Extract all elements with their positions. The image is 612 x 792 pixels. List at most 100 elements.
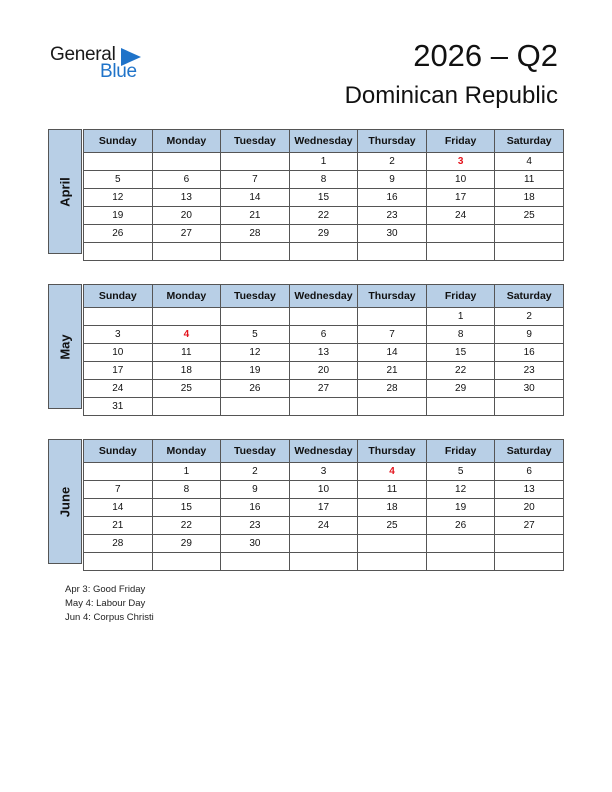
- day-cell: [357, 397, 427, 416]
- day-cell: [357, 307, 427, 326]
- logo-text-general: General: [50, 44, 116, 65]
- day-cell: 19: [220, 361, 290, 380]
- generalblue-logo: General Blue: [50, 44, 150, 84]
- day-cell: [220, 552, 290, 571]
- day-cell: [151, 397, 222, 416]
- month-name: June: [57, 486, 73, 517]
- month-calendar-table: Sunday Monday Tuesday Wednesday Thursday Frid…: [83, 284, 564, 416]
- day-cell: 13: [151, 188, 222, 207]
- weekday-header: Thursday: [357, 439, 427, 463]
- day-cell: 16: [494, 343, 564, 362]
- day-cell: 29: [288, 224, 359, 243]
- day-cell: [83, 242, 153, 261]
- day-cell: 25: [151, 379, 222, 398]
- day-cell: 14: [357, 343, 427, 362]
- day-cell: 22: [151, 516, 222, 535]
- day-cell: 18: [494, 188, 564, 207]
- weekday-header: Monday: [151, 284, 222, 308]
- day-cell: 25: [494, 206, 564, 225]
- day-cell: 22: [425, 361, 496, 380]
- day-cell: 10: [83, 343, 153, 362]
- holiday-note: Jun 4: Corpus Christi: [65, 612, 154, 624]
- day-cell: [494, 242, 564, 261]
- day-cell: 29: [151, 534, 222, 553]
- day-cell: 17: [425, 188, 496, 207]
- weekday-header: Monday: [151, 439, 222, 463]
- day-cell: [425, 224, 496, 243]
- day-cell: [494, 224, 564, 243]
- day-cell: 3: [425, 152, 496, 171]
- day-cell: 26: [83, 224, 153, 243]
- weekday-header: Sunday: [83, 129, 153, 153]
- weekday-header: Wednesday: [288, 284, 359, 308]
- day-cell: 7: [83, 480, 153, 499]
- day-cell: 7: [357, 325, 427, 344]
- weekday-header-row: Sunday Monday Tuesday Wednesday Thursday Frid…: [83, 129, 564, 153]
- day-cell: [151, 242, 222, 261]
- week-row: 5 6 7 8 9 10 11: [83, 170, 564, 189]
- day-cell: 8: [151, 480, 222, 499]
- day-cell: 5: [220, 325, 290, 344]
- day-cell: 23: [494, 361, 564, 380]
- day-cell: 30: [220, 534, 290, 553]
- day-cell: [425, 242, 496, 261]
- country-name: Dominican Republic: [344, 82, 558, 109]
- weekday-header: Thursday: [357, 129, 427, 153]
- day-cell: [151, 307, 222, 326]
- logo-text-blue: Blue: [100, 61, 137, 82]
- holiday-notes: Apr 3: Good Friday May 4: Labour Day Jun…: [65, 583, 154, 626]
- day-cell: 11: [357, 480, 427, 499]
- day-cell: 29: [425, 379, 496, 398]
- weekday-header-row: Sunday Monday Tuesday Wednesday Thursday Frid…: [83, 284, 564, 308]
- week-row: 28 29 30: [83, 534, 564, 553]
- day-cell: [288, 242, 359, 261]
- day-cell: 1: [151, 462, 222, 481]
- day-cell: 11: [151, 343, 222, 362]
- weekday-header: Friday: [425, 284, 496, 308]
- day-cell: 2: [220, 462, 290, 481]
- month-calendar-table: Sunday Monday Tuesday Wednesday Thursday Frid…: [83, 129, 564, 261]
- weekday-header: Saturday: [494, 284, 564, 308]
- month-name: May: [57, 333, 73, 360]
- day-cell: 21: [357, 361, 427, 380]
- day-cell: [494, 534, 564, 553]
- day-cell: 16: [357, 188, 427, 207]
- day-cell: 10: [425, 170, 496, 189]
- day-cell: 4: [494, 152, 564, 171]
- day-cell: 8: [288, 170, 359, 189]
- day-cell: 5: [83, 170, 153, 189]
- day-cell: 21: [220, 206, 290, 225]
- day-cell: 13: [288, 343, 359, 362]
- month-calendar-table: Sunday Monday Tuesday Wednesday Thursday Frid…: [83, 439, 564, 571]
- weekday-header: Friday: [425, 439, 496, 463]
- weekday-header: Saturday: [494, 439, 564, 463]
- holiday-note: Apr 3: Good Friday: [65, 584, 146, 595]
- weekday-header: Thursday: [357, 284, 427, 308]
- month-block-1: May Sunday Monday Tuesday Wednesday Thursday F…: [48, 284, 564, 416]
- day-cell: [288, 307, 359, 326]
- day-cell: 20: [494, 498, 564, 517]
- week-row: 12 13 14 15 16 17 18: [83, 188, 564, 207]
- day-cell: 28: [220, 224, 290, 243]
- day-cell: 15: [288, 188, 359, 207]
- day-cell: 22: [288, 206, 359, 225]
- day-cell: 14: [83, 498, 153, 517]
- day-cell: [425, 534, 496, 553]
- day-cell: 4: [357, 462, 427, 481]
- week-row: 10 11 12 13 14 15 16: [83, 343, 564, 362]
- day-cell: 9: [494, 325, 564, 344]
- week-row: 17 18 19 20 21 22 23: [83, 361, 564, 380]
- week-row: 14 15 16 17 18 19 20: [83, 498, 564, 517]
- day-cell: [151, 552, 222, 571]
- day-cell: 24: [425, 206, 496, 225]
- day-cell: 3: [288, 462, 359, 481]
- weekday-header: Tuesday: [220, 439, 290, 463]
- weekday-header: Sunday: [83, 284, 153, 308]
- day-cell: 4: [151, 325, 222, 344]
- month-label-column: April: [48, 129, 82, 254]
- day-cell: 5: [425, 462, 496, 481]
- day-cell: 20: [288, 361, 359, 380]
- day-cell: 27: [494, 516, 564, 535]
- weekday-header: Wednesday: [288, 129, 359, 153]
- month-name: April: [57, 176, 73, 207]
